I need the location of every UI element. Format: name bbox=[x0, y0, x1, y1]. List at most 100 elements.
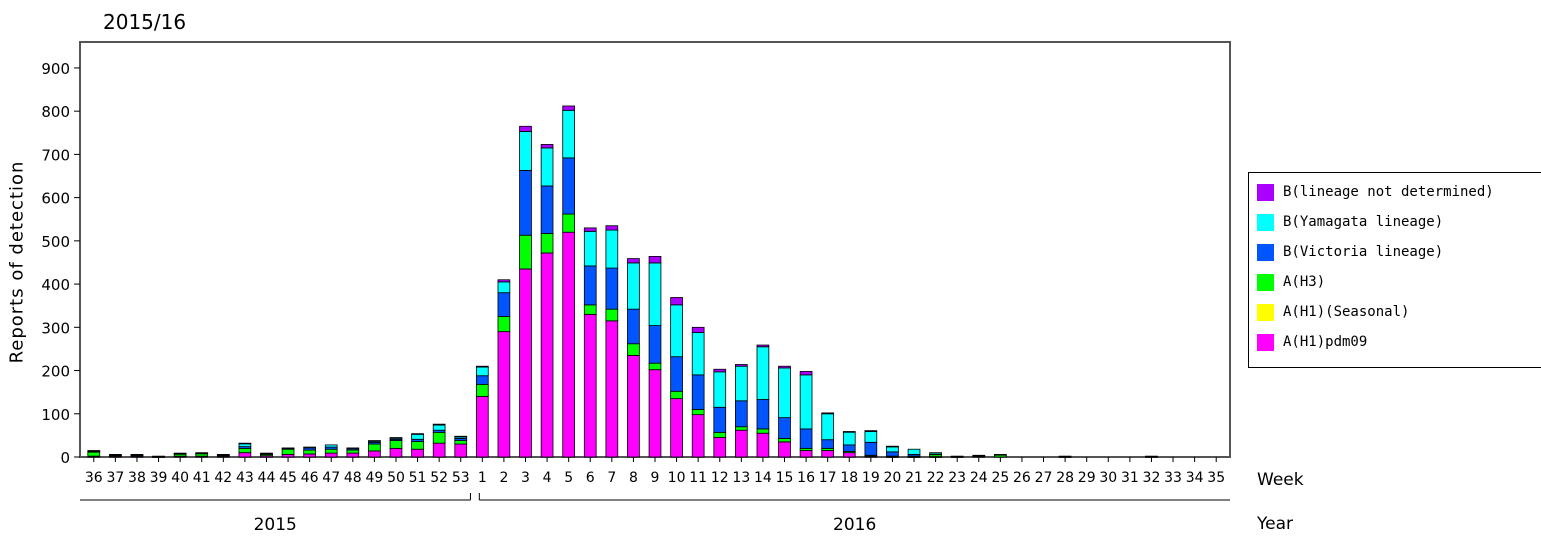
legend-swatch bbox=[1257, 213, 1274, 231]
year-label: 2016 bbox=[833, 515, 876, 535]
bar-segment bbox=[756, 344, 770, 348]
x-tick-label: 43 bbox=[236, 470, 254, 486]
bar-segment bbox=[756, 346, 770, 400]
legend-label: A(H3) bbox=[1283, 274, 1326, 290]
bar-segment bbox=[691, 409, 705, 416]
bar-segment bbox=[152, 455, 165, 458]
bar-segment bbox=[389, 447, 403, 458]
bar-segment bbox=[411, 433, 424, 435]
bar-segment bbox=[432, 431, 446, 444]
bar-segment bbox=[540, 185, 554, 234]
legend-label: A(H1)(Seasonal) bbox=[1283, 304, 1410, 320]
bar-segment bbox=[821, 413, 835, 441]
bar-segment bbox=[627, 262, 640, 310]
legend-swatch bbox=[1257, 273, 1274, 291]
bar-segment bbox=[778, 417, 791, 439]
bar-segment bbox=[281, 447, 295, 450]
chart-title: 2015/16 bbox=[103, 10, 187, 34]
x-tick-label: 24 bbox=[970, 470, 988, 486]
x-tick-label: 42 bbox=[214, 470, 232, 486]
bar-segment bbox=[756, 432, 770, 458]
bar-segment bbox=[432, 423, 446, 426]
bar-segment bbox=[670, 297, 683, 306]
bar-segment bbox=[648, 362, 662, 371]
bar-segment bbox=[864, 441, 878, 456]
bar-segment bbox=[735, 400, 748, 428]
x-tick-label: 19 bbox=[862, 470, 880, 486]
bar-segment bbox=[907, 448, 921, 455]
bar-segment bbox=[389, 440, 403, 449]
bar-segment bbox=[389, 437, 403, 439]
bar-segment bbox=[842, 452, 856, 458]
bar-segment bbox=[627, 355, 640, 458]
bar-segment bbox=[994, 454, 1007, 456]
bar-segment bbox=[821, 412, 835, 415]
bar-segment bbox=[411, 448, 424, 458]
bar-segment bbox=[303, 453, 316, 458]
bar-segment bbox=[260, 452, 273, 455]
bar-segment bbox=[670, 304, 683, 358]
bar-segment bbox=[605, 225, 619, 231]
bar-segment bbox=[1145, 455, 1158, 458]
bar-segment bbox=[691, 332, 705, 376]
bar-segment bbox=[130, 454, 144, 456]
x-tick-label: 6 bbox=[586, 470, 595, 486]
bar-segment bbox=[368, 450, 381, 458]
bar-segment bbox=[735, 365, 748, 402]
x-tick-label: 27 bbox=[1035, 470, 1053, 486]
x-tick-label: 36 bbox=[85, 470, 103, 486]
bar-segment bbox=[605, 267, 619, 310]
x-tick-label: 14 bbox=[754, 470, 772, 486]
bar-segment bbox=[691, 374, 705, 410]
y-tick-label: 800 bbox=[41, 103, 70, 121]
legend-swatch bbox=[1257, 333, 1274, 351]
bar-segment bbox=[411, 433, 424, 440]
y-tick-label: 200 bbox=[41, 363, 70, 381]
bar-segment bbox=[432, 442, 446, 458]
bar-segment bbox=[605, 308, 619, 322]
year-axis-label: Year bbox=[1257, 514, 1293, 534]
y-tick-label: 500 bbox=[41, 233, 70, 251]
x-tick-label: 35 bbox=[1207, 470, 1225, 486]
bar-segment bbox=[238, 452, 252, 458]
x-tick-label: 21 bbox=[905, 470, 923, 486]
bar-segment bbox=[540, 233, 554, 254]
legend-label: B(Yamagata lineage) bbox=[1283, 214, 1444, 230]
bar-segment bbox=[173, 452, 187, 455]
bar-segment bbox=[346, 449, 360, 454]
year-label: 2015 bbox=[254, 515, 297, 535]
legend-swatch bbox=[1257, 243, 1274, 261]
bar-segment bbox=[583, 227, 597, 232]
y-tick-label: 0 bbox=[60, 449, 70, 467]
bar-segment bbox=[627, 258, 640, 264]
x-tick-label: 4 bbox=[543, 470, 552, 486]
bar-segment bbox=[627, 343, 640, 356]
bar-segment bbox=[216, 454, 230, 456]
bar-segment bbox=[497, 281, 511, 294]
legend-label: B(Victoria lineage) bbox=[1283, 244, 1444, 260]
x-tick-label: 16 bbox=[797, 470, 815, 486]
legend-item: A(H3) bbox=[1257, 271, 1325, 293]
x-tick-label: 47 bbox=[322, 470, 340, 486]
bar-segment bbox=[540, 252, 554, 458]
bar-segment bbox=[691, 414, 705, 458]
bar-segment bbox=[929, 452, 942, 455]
x-tick-label: 31 bbox=[1121, 470, 1139, 486]
x-tick-label: 8 bbox=[629, 470, 638, 486]
x-tick-label: 45 bbox=[279, 470, 297, 486]
bar-segment bbox=[864, 431, 878, 443]
bar-segment bbox=[519, 131, 532, 171]
bar-segment bbox=[648, 369, 662, 458]
bar-segment bbox=[648, 325, 662, 364]
bar-segment bbox=[713, 437, 727, 458]
x-tick-label: 30 bbox=[1099, 470, 1117, 486]
legend-item: A(H1)pdm09 bbox=[1257, 331, 1367, 353]
bar-segment bbox=[562, 105, 575, 111]
bar-segment bbox=[583, 313, 597, 458]
x-tick-label: 40 bbox=[171, 470, 189, 486]
y-tick-label: 400 bbox=[41, 276, 70, 294]
bar-segment bbox=[109, 454, 122, 456]
x-tick-label: 10 bbox=[668, 470, 686, 486]
bar-segment bbox=[886, 445, 899, 448]
x-tick-label: 22 bbox=[927, 470, 945, 486]
